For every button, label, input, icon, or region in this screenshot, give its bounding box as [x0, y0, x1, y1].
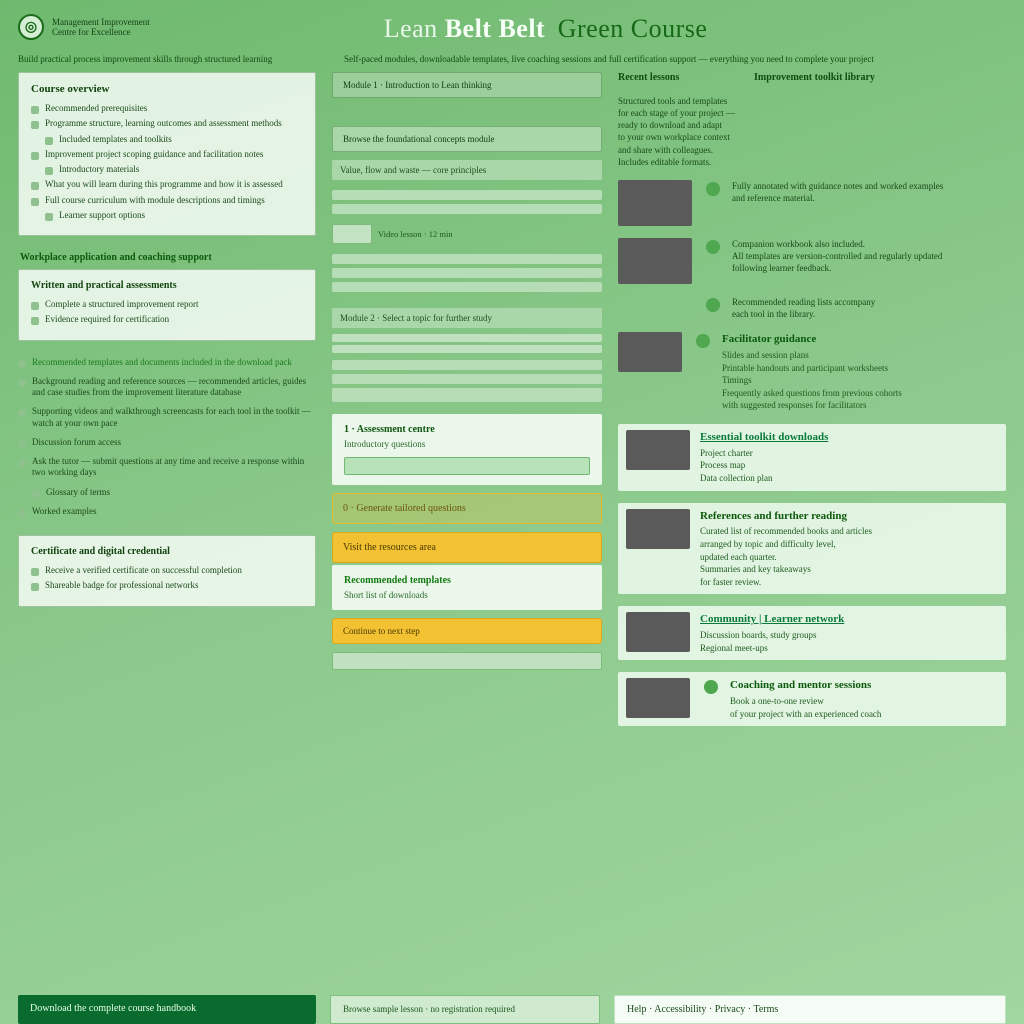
list-item[interactable]: Recommended templates and documents incl… — [32, 357, 316, 368]
stage-label: Recommended templates — [344, 575, 590, 586]
stage-label: 1 · Assessment centre — [344, 424, 590, 435]
module-strip[interactable]: Browse the foundational concepts module — [332, 126, 602, 152]
continue-button[interactable]: Continue to next step — [332, 618, 602, 644]
overview-panel: Course overview Recommended prerequisite… — [18, 72, 316, 236]
stage-sub: Introductory questions — [344, 439, 590, 449]
list-item[interactable]: Ask the tutor — submit questions at any … — [32, 456, 316, 479]
list-item[interactable]: Recommended prerequisites — [45, 103, 303, 114]
assessment-panel: Written and practical assessments Comple… — [18, 269, 316, 341]
list-item[interactable]: Complete a structured improvement report — [45, 299, 303, 310]
section-lines: Discussion boards, study groupsRegional … — [700, 629, 998, 654]
bullet-icon — [704, 680, 718, 694]
list-item[interactable]: What you will learn during this programm… — [45, 179, 303, 190]
bullet-icon — [706, 240, 720, 254]
lesson-thumb-icon[interactable] — [618, 332, 682, 372]
assessment-title: Written and practical assessments — [31, 280, 303, 291]
intro-text: Structured tools and templatesfor each s… — [618, 95, 1006, 168]
brand: ◎ Management Improvement Centre for Exce… — [18, 14, 150, 40]
input-slot[interactable] — [344, 457, 590, 475]
certificate-title: Certificate and digital credential — [31, 546, 303, 557]
video-label: Video lesson · 12 min — [378, 229, 453, 239]
stage-sub: Short list of downloads — [344, 590, 590, 600]
left-section-heading: Workplace application and coaching suppo… — [20, 252, 316, 263]
video-thumb-icon — [332, 224, 372, 244]
facilitator-heading: Facilitator guidance — [722, 332, 1006, 347]
lesson-thumb-icon[interactable] — [626, 509, 690, 549]
list-item[interactable]: Full course curriculum with module descr… — [45, 195, 303, 206]
list-item[interactable]: Introductory materials — [59, 164, 303, 175]
progress-bars — [332, 190, 602, 214]
lesson-text: Recommended reading lists accompanyeach … — [732, 296, 1006, 320]
module-strip[interactable]: Module 1 · Introduction to Lean thinking — [332, 72, 602, 98]
subtitle-left: Build practical process improvement skil… — [18, 54, 316, 64]
lesson-text: Companion workbook also included.All tem… — [732, 238, 1006, 274]
right-col-head-2: Improvement toolkit library — [754, 72, 1006, 83]
lesson-thumb-icon[interactable] — [626, 430, 690, 470]
bullet-icon — [706, 182, 720, 196]
section-lines: Book a one-to-one reviewof your project … — [730, 695, 998, 720]
subtitle-center: Self-paced modules, downloadable templat… — [336, 54, 1006, 64]
progress-bars — [332, 254, 602, 292]
list-item[interactable]: Programme structure, learning outcomes a… — [45, 118, 303, 129]
progress-bars — [332, 360, 602, 402]
templates-stage: Recommended templates Short list of down… — [332, 565, 602, 610]
list-item[interactable]: Included templates and toolkits — [59, 134, 303, 145]
references-heading: References and further reading — [700, 509, 998, 524]
resources-button[interactable]: Visit the resources area — [332, 532, 602, 563]
list-item[interactable]: Shareable badge for professional network… — [45, 580, 303, 591]
lesson-thumb-icon[interactable] — [626, 678, 690, 718]
sample-lesson-button[interactable]: Browse sample lesson · no registration r… — [330, 995, 600, 1024]
lesson-thumb-icon[interactable] — [618, 238, 692, 284]
certificate-panel: Certificate and digital credential Recei… — [18, 535, 316, 607]
video-row[interactable]: Video lesson · 12 min — [332, 224, 602, 244]
logo-line1: Management Improvement — [52, 17, 150, 27]
download-handbook-button[interactable]: Download the complete course handbook — [18, 995, 316, 1024]
coaching-heading: Coaching and mentor sessions — [730, 678, 998, 693]
section-lines: Curated list of recommended books and ar… — [700, 525, 998, 588]
list-item[interactable]: Improvement project scoping guidance and… — [45, 149, 303, 160]
footer-links[interactable]: Help · Accessibility · Privacy · Terms — [614, 995, 1006, 1024]
module-subtitle: Value, flow and waste — core principles — [332, 160, 602, 180]
section-lines: Project charterProcess mapData collectio… — [700, 447, 998, 485]
generate-button[interactable]: 0 · Generate tailored questions — [332, 493, 602, 524]
assessment-stage: 1 · Assessment centre Introductory quest… — [332, 414, 602, 485]
lesson-thumb-icon[interactable] — [618, 180, 692, 226]
bullet-icon — [696, 334, 710, 348]
list-item[interactable]: Background reading and reference sources… — [32, 376, 316, 399]
bullet-icon — [706, 298, 720, 312]
lesson-thumb-icon[interactable] — [626, 612, 690, 652]
list-item[interactable]: Learner support options — [59, 210, 303, 221]
lesson-text: Fully annotated with guidance notes and … — [732, 180, 1006, 204]
page-title: Lean Belt Belt Green Course — [164, 14, 1006, 44]
right-col-head-1: Recent lessons — [618, 72, 728, 83]
module-note: Module 2 · Select a topic for further st… — [332, 308, 602, 328]
list-item[interactable]: Supporting videos and walkthrough screen… — [32, 406, 316, 429]
list-item[interactable]: Worked examples — [32, 506, 316, 517]
community-heading[interactable]: Community | Learner network — [700, 612, 998, 627]
list-item[interactable]: Evidence required for certification — [45, 314, 303, 325]
logo-icon: ◎ — [18, 14, 44, 40]
logo-line2: Centre for Excellence — [52, 27, 150, 37]
list-item[interactable]: Receive a verified certificate on succes… — [45, 565, 303, 576]
overview-title: Course overview — [31, 83, 303, 95]
downloads-heading[interactable]: Essential toolkit downloads — [700, 430, 998, 445]
list-item[interactable]: Glossary of terms — [46, 487, 316, 498]
section-lines: Slides and session plansPrintable handou… — [722, 349, 1006, 412]
list-item[interactable]: Discussion forum access — [32, 437, 316, 448]
